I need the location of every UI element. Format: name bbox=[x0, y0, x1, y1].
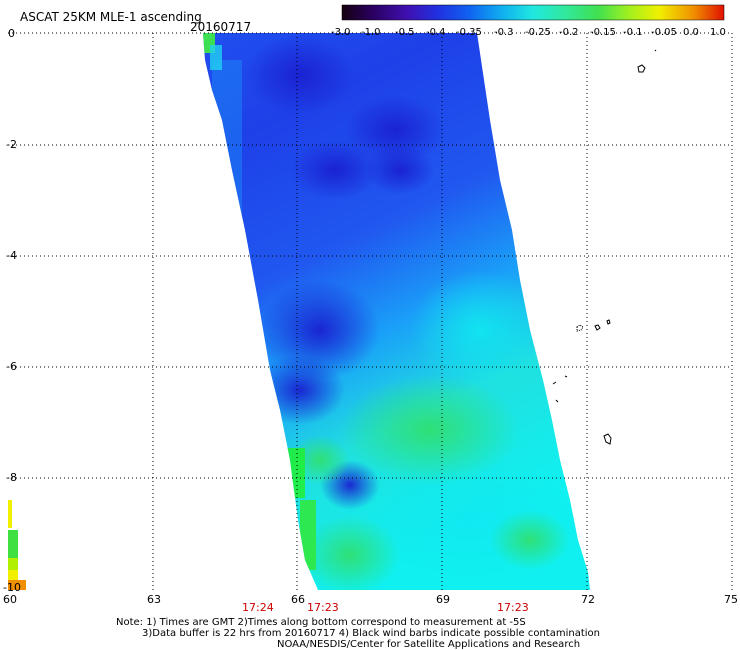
time-label: 17:23 bbox=[497, 601, 529, 614]
lat-tick-label: -4 bbox=[6, 249, 17, 262]
footer-credit: NOAA/NESDIS/Center for Satellite Applica… bbox=[277, 639, 581, 650]
colorbar-label: -1.0 bbox=[361, 27, 381, 38]
data-cell bbox=[8, 570, 18, 580]
colorbar-label: -0.4 bbox=[426, 27, 446, 38]
footer-note-2: 3)Data buffer is 22 hrs from 20160717 4)… bbox=[142, 628, 600, 639]
data-cell bbox=[8, 558, 18, 570]
lat-tick-label: -2 bbox=[6, 138, 17, 151]
product-title: ASCAT 25KM MLE-1 ascending bbox=[20, 10, 202, 24]
colorbar-label: -0.05 bbox=[651, 27, 677, 38]
wind-swath bbox=[203, 33, 590, 590]
lat-tick-label: -8 bbox=[6, 471, 17, 484]
lat-tick-label: -6 bbox=[6, 360, 17, 373]
coastline bbox=[552, 49, 657, 445]
data-cell bbox=[8, 500, 12, 528]
lon-tick-label: 72 bbox=[581, 593, 595, 606]
colorbar-label: -0.35 bbox=[456, 27, 482, 38]
colorbar-label: -0.5 bbox=[395, 27, 415, 38]
data-cell bbox=[8, 530, 18, 558]
time-label: 17:23 bbox=[307, 601, 339, 614]
map-grid bbox=[8, 32, 733, 590]
colorbar-label: -0.1 bbox=[623, 27, 643, 38]
product-date: 20160717 bbox=[190, 20, 252, 34]
colorbar-label: -0.3 bbox=[494, 27, 514, 38]
colorbar-label: -0.25 bbox=[525, 27, 551, 38]
colorbar bbox=[341, 4, 725, 21]
footer-note-1: Note: 1) Times are GMT 2)Times along bot… bbox=[116, 617, 526, 628]
lat-tick-label: -10 bbox=[3, 581, 21, 594]
lon-tick-label: 63 bbox=[147, 593, 161, 606]
colorbar-label: -3.0 bbox=[331, 27, 351, 38]
lon-tick-label: 69 bbox=[436, 593, 450, 606]
data-cell bbox=[8, 580, 26, 590]
lon-tick-label: 75 bbox=[724, 593, 738, 606]
colorbar-label: 0.0 bbox=[683, 27, 699, 38]
time-label: 17:24 bbox=[242, 601, 274, 614]
colorbar-label: -0.2 bbox=[559, 27, 579, 38]
lat-tick-label: 0 bbox=[8, 27, 15, 40]
colorbar-label: 1.0 bbox=[710, 27, 726, 38]
colorbar-label: -0.15 bbox=[590, 27, 616, 38]
lon-tick-label: 66 bbox=[291, 593, 305, 606]
lon-tick-label: 60 bbox=[3, 593, 17, 606]
